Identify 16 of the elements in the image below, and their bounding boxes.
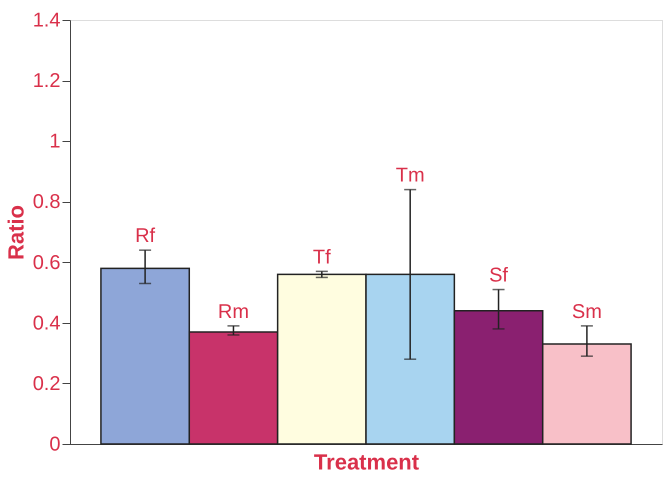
x-tick-label: Sf <box>489 264 508 287</box>
y-tick-label: 0.4 <box>32 312 60 334</box>
y-tick-label: 0.6 <box>32 252 60 274</box>
x-tick-label: Rm <box>218 300 250 323</box>
y-tick-label: 1.2 <box>32 70 60 92</box>
y-tick-label: 0.2 <box>32 372 60 395</box>
x-tick-label: Sm <box>572 300 602 323</box>
x-tick-label: Tf <box>312 246 332 268</box>
x-tick-label: Rf <box>135 225 156 248</box>
y-tick-label: 1.4 <box>32 10 60 32</box>
x-axis-title: Treatment <box>314 450 420 474</box>
y-tick-label: 0 <box>49 434 60 456</box>
x-tick-label: Tm <box>396 164 425 187</box>
y-tick-label: 0.8 <box>32 191 60 214</box>
y-tick-label: 1 <box>49 130 60 153</box>
y-axis-title: Ratio <box>4 205 29 260</box>
